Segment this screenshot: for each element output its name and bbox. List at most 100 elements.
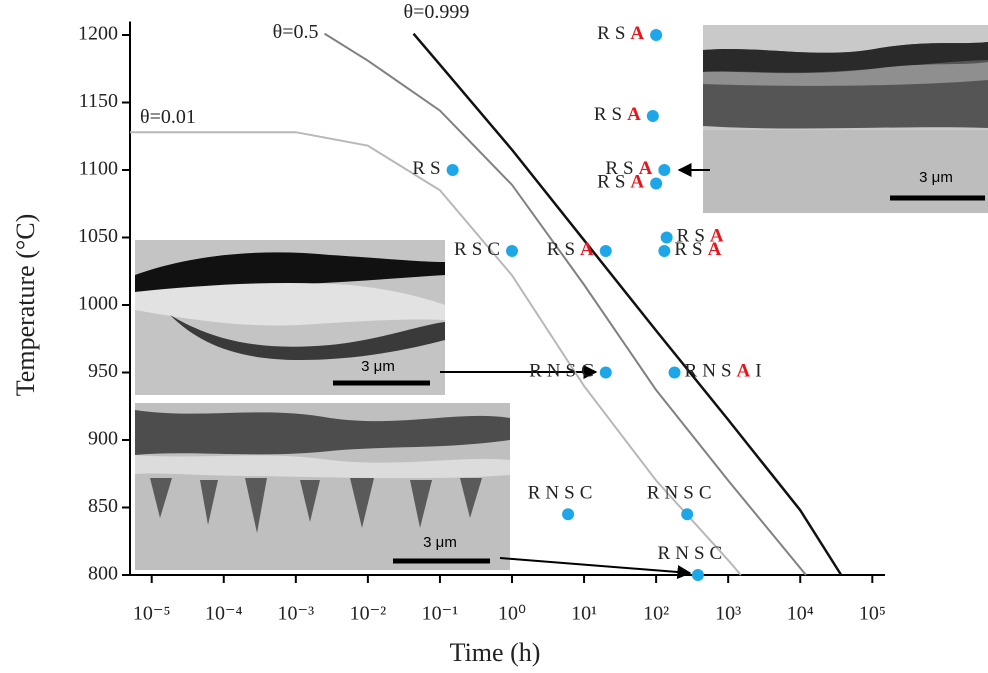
data-point: [650, 177, 663, 190]
label-token: N: [547, 361, 561, 382]
data-point: [599, 245, 612, 257]
label-token: N: [665, 483, 679, 504]
curve-label: θ=0.01: [140, 106, 196, 128]
label-token: R: [674, 239, 687, 260]
label-token: A: [580, 239, 594, 260]
label-token: S: [430, 158, 441, 179]
y-tick-label: 1150: [79, 90, 118, 112]
data-point: [658, 245, 671, 257]
x-tick-label: 10²: [643, 603, 669, 625]
label-token: C: [710, 543, 723, 564]
label-token: R: [528, 483, 541, 504]
data-point: [660, 231, 673, 244]
y-tick-label: 850: [88, 495, 118, 517]
scale-label: 3 μm: [423, 534, 457, 551]
data-point: [658, 164, 671, 176]
inset-image: 3 μm: [135, 403, 510, 570]
data-point: [506, 245, 519, 257]
label-token: R: [677, 226, 690, 247]
label-token: S: [472, 239, 483, 260]
label-token: R: [412, 158, 425, 179]
curve: [130, 131, 742, 576]
label-token: R: [529, 361, 542, 382]
y-tick-label: 950: [88, 360, 118, 382]
label-token: S: [564, 483, 575, 504]
y-tick-label: 1000: [78, 293, 118, 315]
y-tick-label: 800: [88, 563, 118, 585]
label-token: R: [605, 158, 618, 179]
label-token: R: [597, 172, 610, 193]
label-token: N: [675, 543, 689, 564]
label-token: C: [699, 483, 712, 504]
label-token: S: [615, 172, 626, 193]
label-token: R: [685, 361, 698, 382]
label-token: R: [454, 239, 467, 260]
inset-image: 3 μm: [135, 240, 445, 395]
x-tick-label: 10⁴: [787, 603, 814, 625]
x-tick-label: 10⁵: [859, 603, 886, 625]
label-token: S: [721, 361, 732, 382]
label-token: A: [630, 23, 644, 44]
inset-image: 3 μm: [703, 25, 988, 213]
label-token: A: [737, 361, 751, 382]
data-point: [691, 569, 704, 581]
label-token: S: [694, 543, 705, 564]
y-axis-label: Temperature (°C): [11, 214, 40, 397]
x-tick-label: 10⁻¹: [422, 603, 459, 625]
label-token: C: [580, 483, 593, 504]
label-token: R: [594, 104, 607, 125]
label-token: S: [612, 104, 623, 125]
y-tick-label: 900: [88, 428, 118, 450]
label-token: C: [487, 239, 500, 260]
curve-label: θ=0.999: [404, 1, 470, 23]
label-token: S: [615, 23, 626, 44]
label-token: A: [630, 172, 644, 193]
scale-label: 3 μm: [919, 169, 953, 186]
label-token: N: [702, 361, 716, 382]
data-point: [650, 29, 663, 41]
x-axis-label: Time (h): [450, 638, 541, 667]
data-point: [681, 508, 694, 521]
y-tick-label: 1050: [78, 225, 118, 247]
label-token: S: [564, 239, 575, 260]
y-tick-label: 1200: [78, 23, 118, 45]
data-point: [668, 366, 681, 379]
label-token: A: [627, 104, 641, 125]
data-point: [599, 366, 612, 379]
label-token: R: [658, 543, 671, 564]
curve: [412, 32, 843, 576]
curve-label: θ=0.5: [273, 21, 319, 43]
label-token: C: [581, 361, 594, 382]
data-point: [562, 508, 575, 521]
x-tick-label: 10⁻⁴: [205, 603, 243, 625]
label-token: A: [708, 239, 722, 260]
label-token: I: [755, 361, 761, 382]
scale-label: 3 μm: [361, 358, 395, 375]
x-tick-label: 10⁻³: [278, 603, 315, 625]
x-tick-label: 10¹: [571, 603, 597, 625]
arrow: [499, 557, 692, 579]
data-point: [446, 164, 459, 176]
label-token: A: [710, 226, 724, 247]
label-token: S: [683, 483, 694, 504]
label-token: R: [597, 23, 610, 44]
data-point: [646, 110, 659, 122]
label-token: S: [694, 226, 705, 247]
label-token: S: [692, 239, 703, 260]
label-token: R: [647, 483, 660, 504]
label-token: N: [545, 483, 559, 504]
y-tick-label: 1100: [79, 158, 118, 180]
